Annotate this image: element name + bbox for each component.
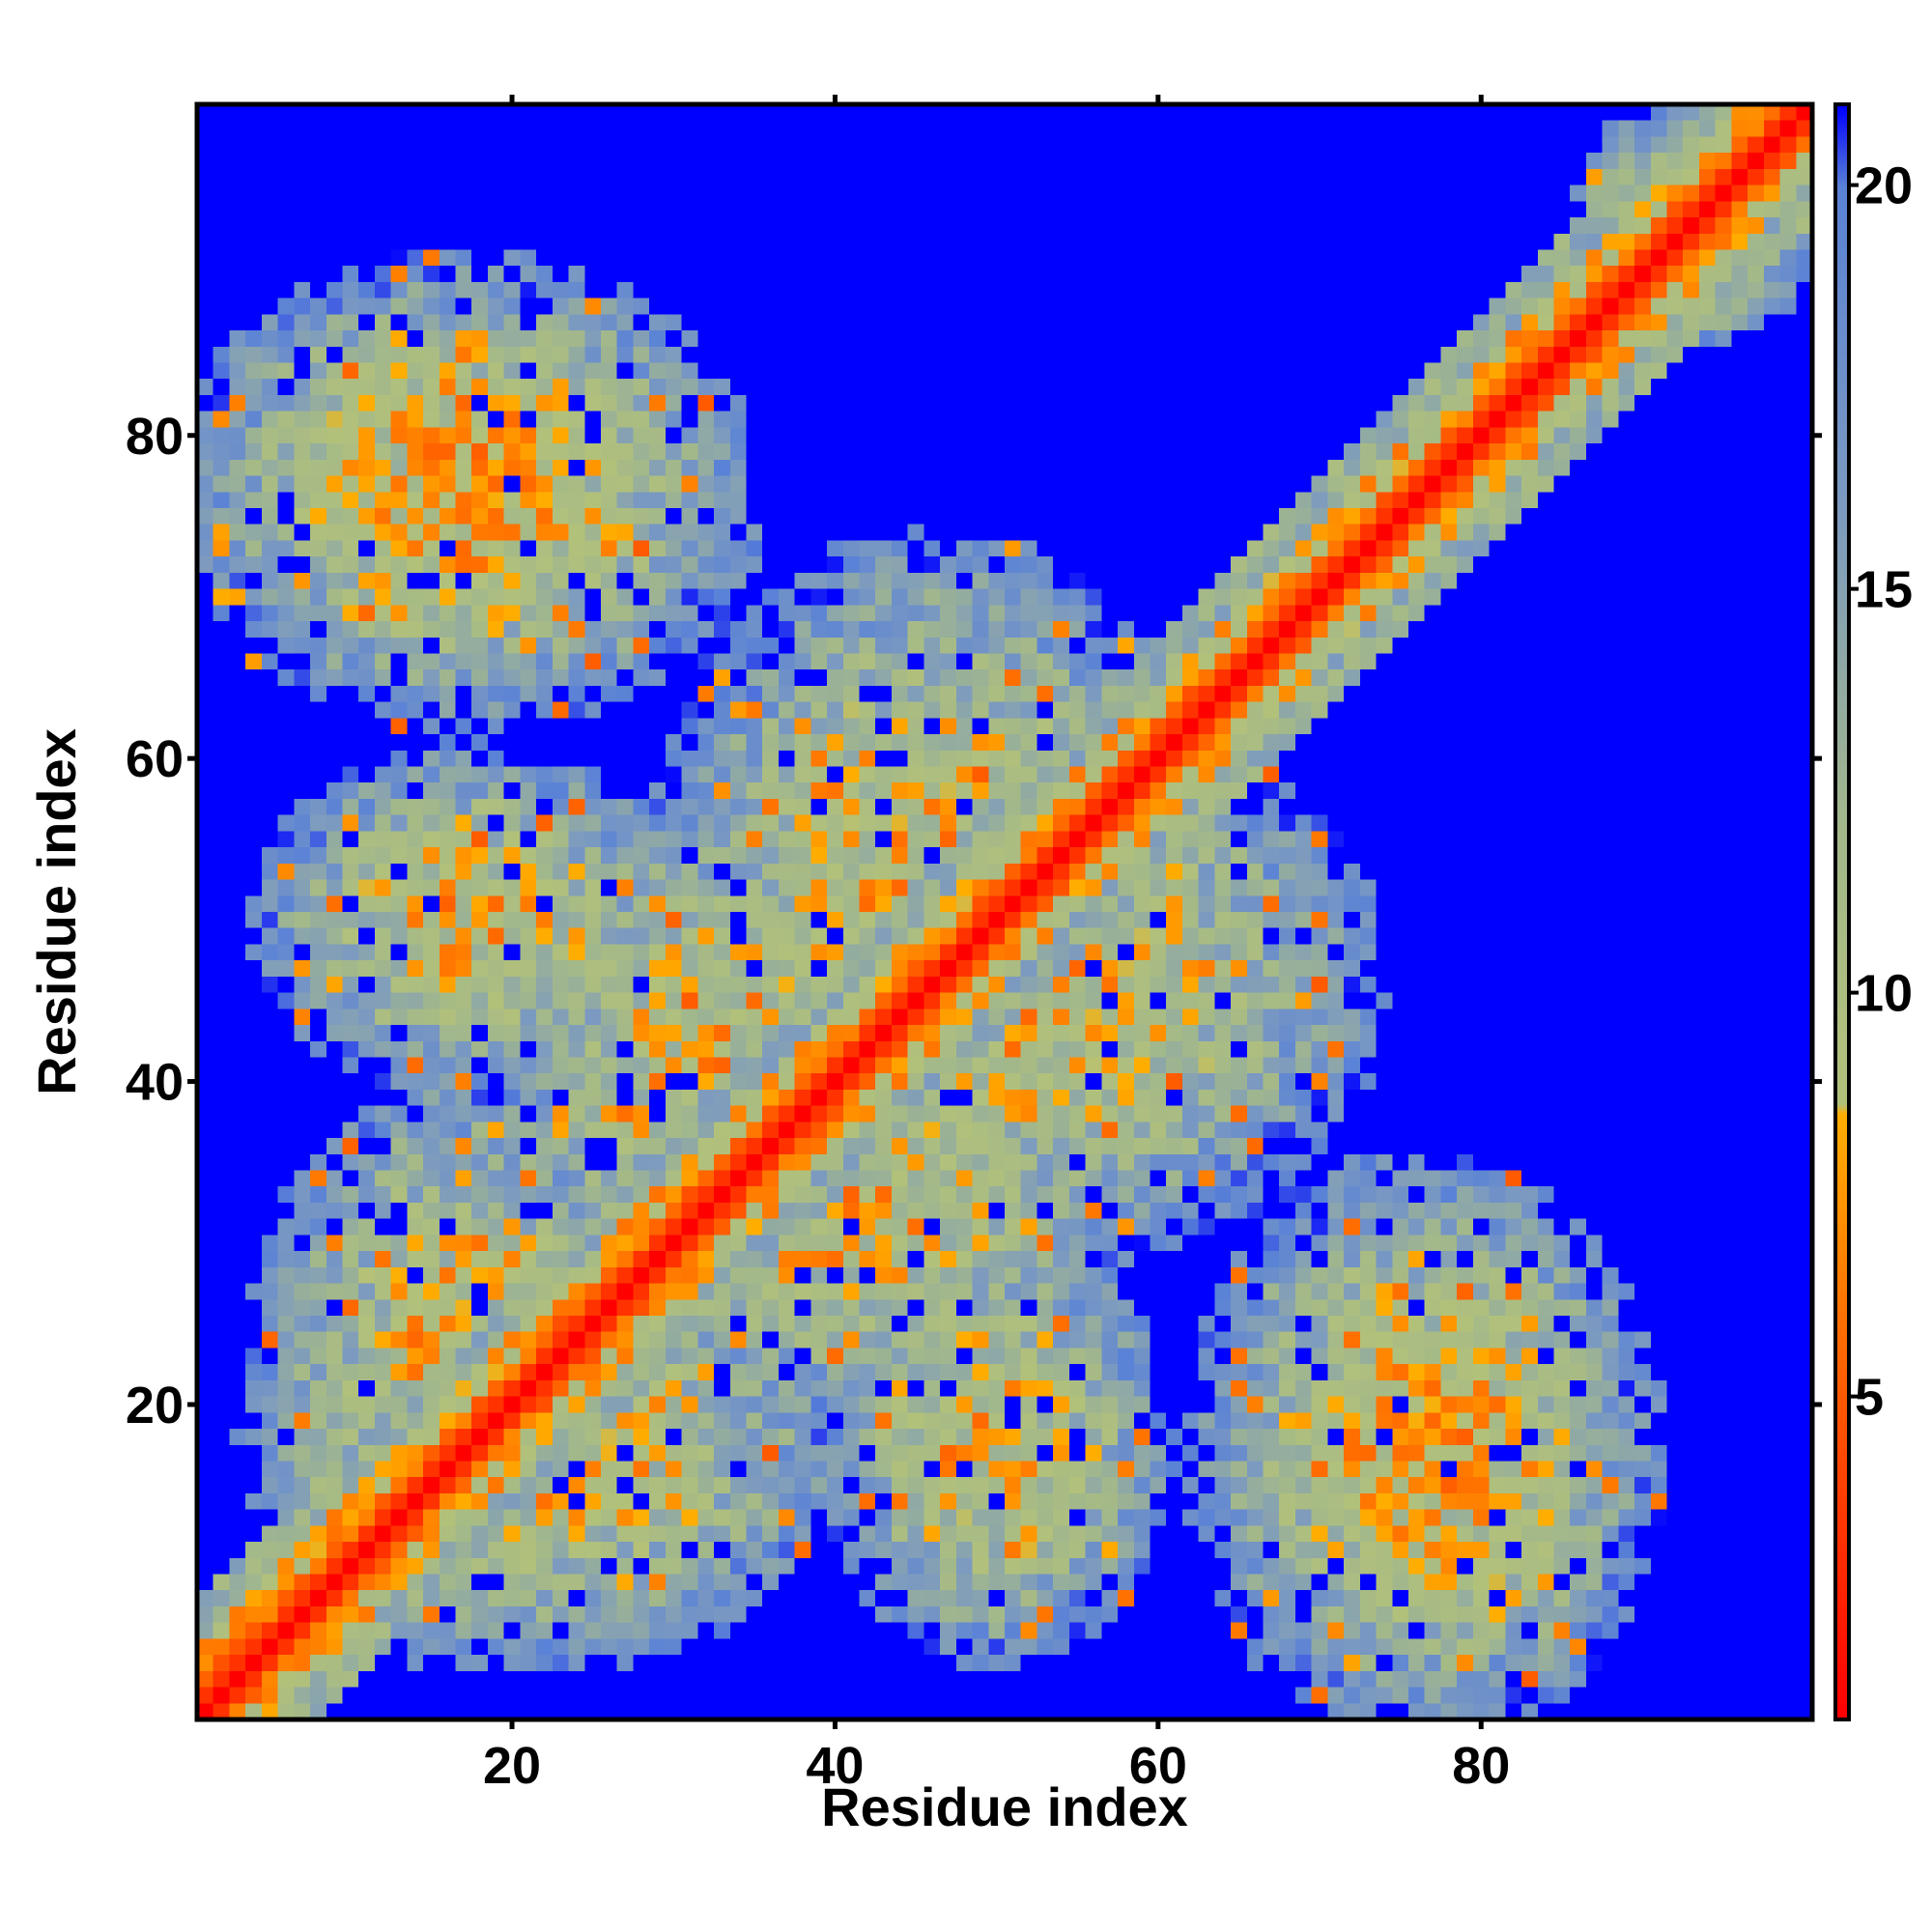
x-tick-label: 80 <box>1452 1737 1510 1795</box>
x-tick-label: 40 <box>806 1737 864 1795</box>
colorbar-tick-label: 5 <box>1855 1369 1884 1427</box>
colorbar-tick-label: 20 <box>1855 157 1913 215</box>
x-axis-ticks: 20 40 60 80 <box>483 95 1510 1795</box>
colorbar-tick-label: 10 <box>1855 965 1913 1023</box>
y-tick-label: 60 <box>126 730 184 788</box>
y-tick-label: 80 <box>126 408 184 466</box>
colorbar-frame <box>1833 102 1851 1721</box>
colorbar-ticks: 5 10 15 20 <box>1849 157 1913 1427</box>
colorbar <box>1835 104 1849 1719</box>
y-tick-label: 20 <box>126 1377 184 1435</box>
distance-heatmap <box>197 104 1812 1719</box>
y-axis-ticks: 20 40 60 80 <box>126 408 1822 1435</box>
colorbar-tick-label: 15 <box>1855 561 1913 619</box>
plot-frame <box>194 101 1815 1722</box>
x-tick-label: 60 <box>1129 1737 1187 1795</box>
y-axis-title: Residue index <box>26 728 87 1095</box>
y-tick-label: 40 <box>126 1054 184 1112</box>
x-tick-label: 20 <box>483 1737 541 1795</box>
x-axis-title: Residue index <box>821 1776 1188 1837</box>
